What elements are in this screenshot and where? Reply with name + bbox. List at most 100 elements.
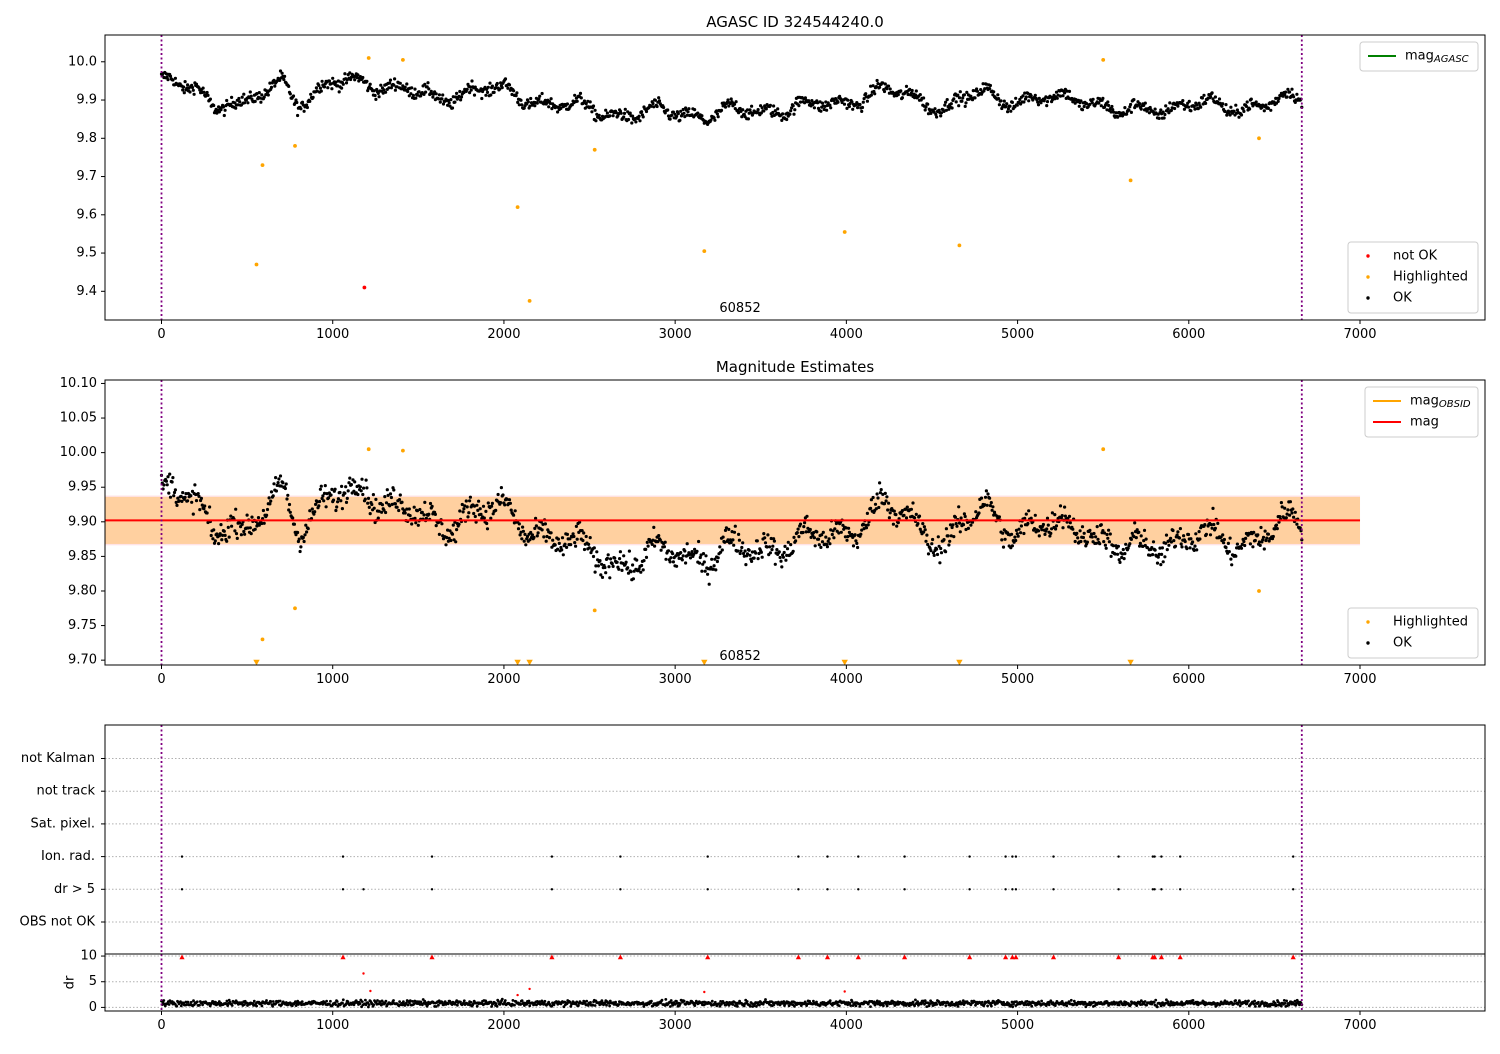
ok-point-1-663 [700, 569, 704, 573]
dr-point-1323 [1166, 1000, 1170, 1003]
ok-point-1-7 [165, 483, 169, 487]
ok-point-0-272 [381, 91, 385, 95]
ok-point-0-367 [459, 98, 463, 102]
ok-point-1-1233 [1164, 533, 1169, 537]
legend-box-1-lower [1347, 607, 1479, 659]
dr-point-1019 [935, 1003, 939, 1006]
ok-point-1-885 [881, 492, 885, 496]
dr-point-1282 [1135, 1004, 1139, 1007]
ok-point-0-637 [679, 109, 683, 113]
dr-point-1086 [986, 1004, 989, 1008]
ok-point-0-776 [792, 112, 796, 116]
ok-point-0-281 [388, 78, 393, 82]
ok-point-1-352 [446, 539, 450, 543]
ok-point-0-478 [549, 97, 553, 101]
ok-point-0-225 [343, 72, 347, 76]
dr-point-944 [878, 1000, 881, 1003]
ok-point-0-1108 [1063, 91, 1067, 95]
flag-dr-gt5-point-12 [1004, 888, 1007, 891]
ok-point-1-967 [948, 539, 952, 543]
ok-point-1-1160 [1105, 532, 1109, 537]
ok-point-1-550 [608, 576, 612, 580]
dr-point-185 [300, 1000, 304, 1003]
ok-point-1-283 [390, 502, 394, 506]
ok-point-1-914 [904, 516, 909, 520]
dr-point-229 [334, 1003, 338, 1006]
ok-point-0-398 [484, 93, 488, 97]
ok-point-0-167 [296, 113, 300, 118]
ok-point-1-799 [811, 533, 815, 538]
ok-point-0-301 [405, 82, 409, 86]
ok-point-0-381 [470, 79, 474, 83]
ok-point-1-149 [281, 481, 285, 485]
ok-point-0-110 [249, 94, 253, 98]
ok-point-1-109 [248, 526, 252, 530]
ok-point-0-371 [462, 90, 466, 95]
ok-point-1-311 [413, 516, 417, 521]
ok-point-0-561 [617, 112, 621, 116]
ok-point-1-1296 [1216, 521, 1220, 526]
ok-point-1-1191 [1130, 531, 1134, 535]
dr-point-156 [278, 999, 282, 1003]
dr-point-662 [663, 1004, 667, 1007]
y-tick-label-0-2: 9.6 [76, 207, 97, 222]
ok-point-1-708 [737, 532, 741, 537]
dr-point-538 [569, 1005, 573, 1008]
ok-point-0-40 [192, 92, 196, 96]
ok-point-1-252 [365, 486, 369, 490]
ok-point-1-1193 [1132, 535, 1136, 539]
ok-point-1-201 [323, 484, 327, 488]
ok-point-1-502 [569, 543, 573, 547]
dr-clipped-marker-6 [795, 954, 801, 960]
ok-point-0-1312 [1229, 105, 1233, 109]
ok-point-0-7 [165, 75, 169, 79]
ok-point-0-302 [406, 89, 410, 94]
ok-point-1-682 [715, 559, 720, 564]
ok-point-1-1213 [1148, 553, 1152, 557]
ok-point-1-548 [606, 553, 610, 557]
highlight-point-1-0-5 [1101, 447, 1106, 452]
ok-point-0-1391 [1293, 100, 1297, 104]
ok-point-0-316 [417, 90, 421, 94]
ok-point-1-859 [860, 528, 864, 532]
ok-point-1-400 [485, 527, 490, 531]
ok-point-1-541 [600, 575, 605, 580]
ok-point-1-1250 [1178, 527, 1182, 531]
ok-point-1-549 [607, 565, 611, 569]
ok-point-1-666 [702, 560, 706, 564]
ok-point-1-1258 [1185, 547, 1189, 551]
ok-point-1-366 [458, 509, 462, 513]
ok-point-1-712 [740, 545, 744, 550]
ok-point-0-918 [908, 87, 912, 91]
ok-point-1-83 [227, 535, 231, 539]
ok-point-0-589 [640, 110, 644, 114]
ok-point-1-1226 [1159, 563, 1163, 567]
ok-point-0-719 [745, 108, 750, 112]
ok-point-1-1082 [1041, 522, 1045, 527]
ok-point-1-458 [533, 526, 537, 531]
ok-point-1-780 [795, 531, 799, 535]
ok-point-1-559 [615, 560, 619, 564]
ok-point-0-32 [186, 83, 190, 87]
ok-point-1-170 [298, 549, 302, 554]
ok-point-0-1076 [1036, 103, 1041, 107]
ok-point-0-1165 [1109, 110, 1113, 114]
ok-point-0-1205 [1142, 103, 1146, 107]
ok-point-1-260 [371, 493, 375, 497]
ok-point-1-132 [267, 496, 271, 500]
dr-point-832 [793, 1004, 796, 1008]
ok-point-0-798 [810, 99, 814, 103]
dr-point-905 [848, 1001, 852, 1005]
ok-point-0-1365 [1272, 100, 1276, 104]
ok-point-1-627 [671, 552, 675, 556]
ok-point-1-1228 [1160, 546, 1164, 550]
ok-point-1-952 [935, 552, 940, 557]
dr-point-908 [850, 1000, 854, 1003]
ok-point-1-556 [613, 556, 617, 560]
ok-point-1-1090 [1048, 534, 1052, 538]
x-tick-label-1-2: 2000 [487, 672, 520, 687]
ok-point-1-854 [856, 545, 860, 550]
ok-point-0-354 [448, 104, 452, 108]
ok-point-0-1143 [1091, 97, 1095, 101]
ok-point-0-323 [423, 82, 427, 86]
